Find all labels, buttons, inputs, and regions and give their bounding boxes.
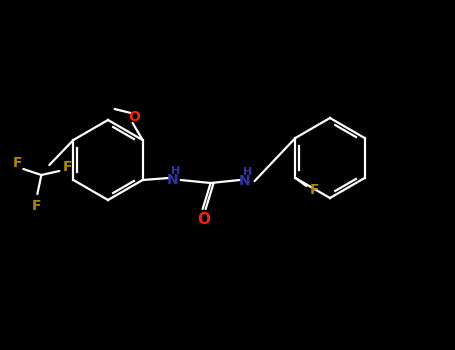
Text: F: F xyxy=(31,199,41,213)
Text: F: F xyxy=(63,160,72,174)
Text: N: N xyxy=(167,173,178,187)
Text: H: H xyxy=(243,167,252,177)
Text: O: O xyxy=(129,110,141,124)
Text: F: F xyxy=(309,183,319,197)
Text: H: H xyxy=(171,166,180,176)
Text: O: O xyxy=(197,211,210,226)
Text: F: F xyxy=(13,156,22,170)
Text: N: N xyxy=(239,174,250,188)
